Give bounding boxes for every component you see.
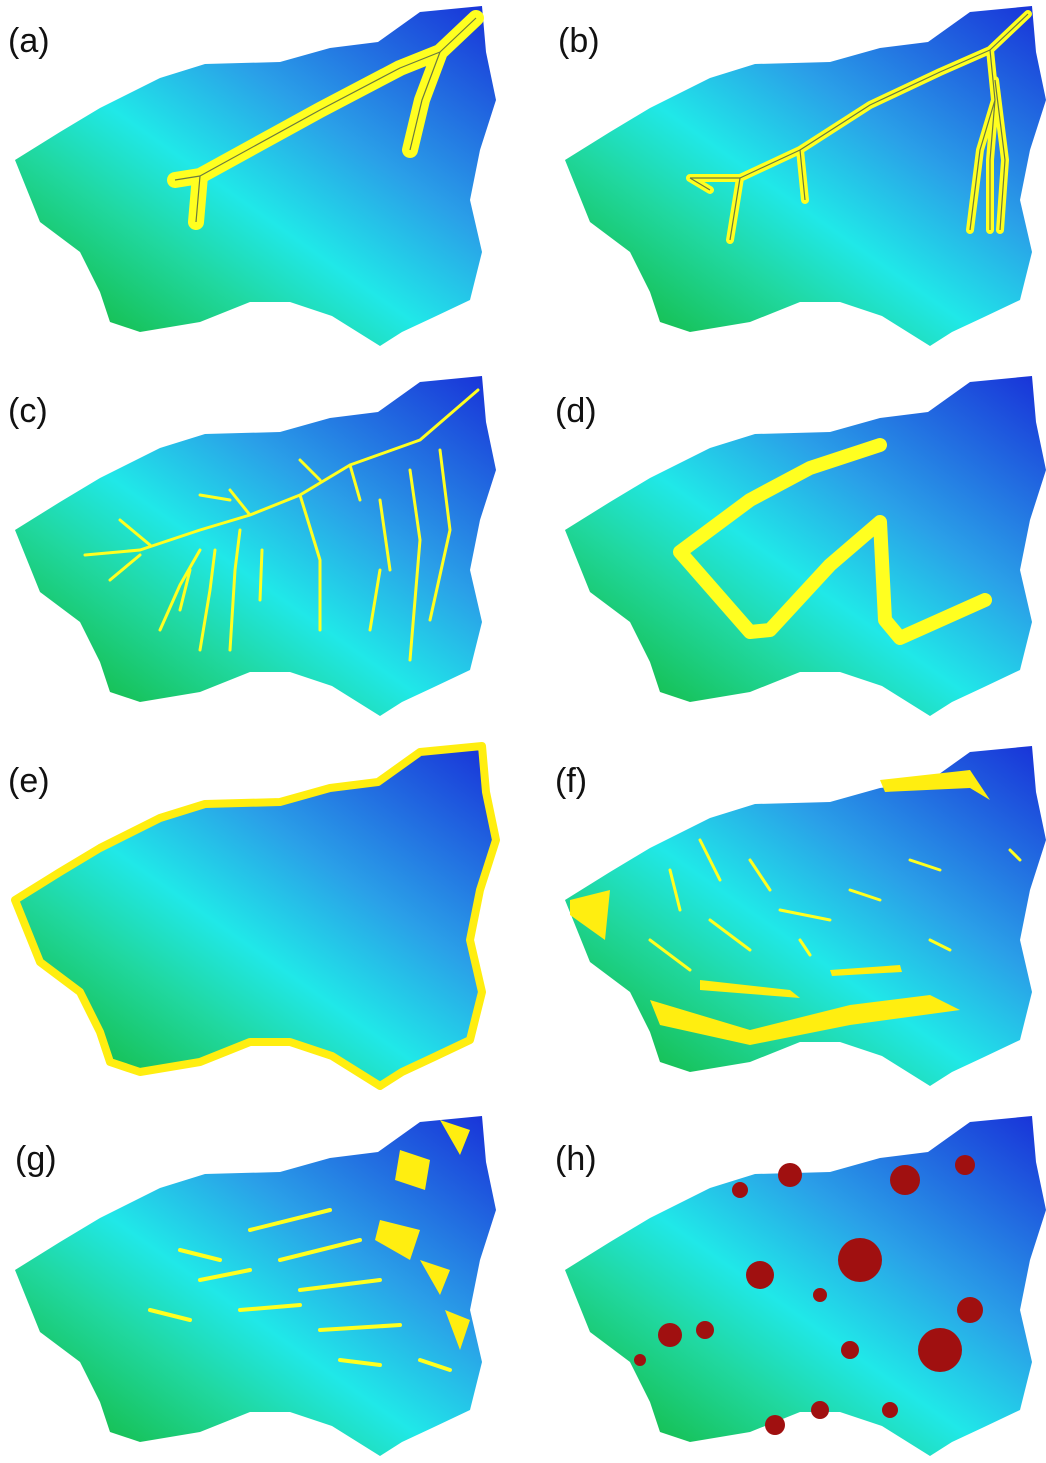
panel-label: (d) — [555, 392, 597, 430]
panel-e: (e) — [8, 746, 496, 1086]
panel-label: (e) — [8, 762, 50, 800]
panel-label: (f) — [555, 762, 587, 800]
watershed — [15, 746, 496, 1086]
watershed — [15, 376, 496, 716]
panel-label: (b) — [558, 22, 600, 60]
panel-label: (h) — [555, 1140, 597, 1178]
panel-label: (g) — [15, 1140, 57, 1178]
panel-f: (f) — [555, 746, 1046, 1086]
panel-b: (b) — [558, 6, 1046, 346]
panel-h: (h) — [555, 1116, 1046, 1456]
panel-d: (d) — [555, 376, 1046, 716]
panel-label: (a) — [8, 22, 50, 60]
panel-c: (c) — [8, 376, 496, 716]
panel-a: (a) — [8, 6, 496, 346]
figure: (a) (b) (c) (d) (e) (f) — [0, 0, 1046, 1463]
panel-g: (g) — [15, 1116, 496, 1456]
panel-label: (c) — [8, 392, 48, 430]
watershed — [565, 376, 1046, 716]
